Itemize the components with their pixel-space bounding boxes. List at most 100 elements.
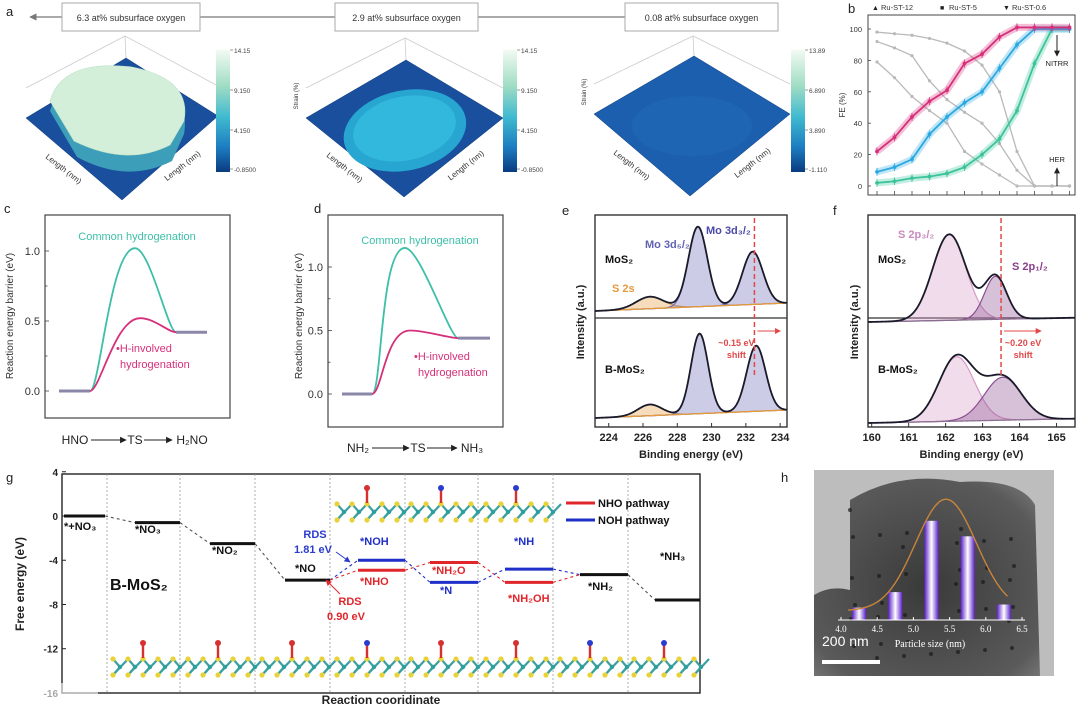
histogram-bar (996, 604, 1011, 620)
state-label: *NO (295, 563, 316, 575)
sample-label: MoS₂ (605, 254, 633, 266)
x-tick-label: 5.5 (944, 624, 956, 634)
x-tick-label: 5.0 (908, 624, 920, 634)
data-point (962, 110, 967, 114)
x-sequence-label: NH₂ (347, 441, 369, 455)
x-sequence-label: TS (127, 433, 142, 447)
data-point (892, 46, 897, 50)
sample-label: B-MoS₂ (878, 364, 918, 376)
data-point (927, 99, 932, 104)
data-point (892, 76, 897, 80)
x-axis-label: Binding energy (eV) (639, 449, 743, 461)
y-tick-label: -12 (44, 645, 59, 656)
panel-label-a: a (6, 4, 14, 19)
data-point (875, 169, 879, 174)
x-sequence-label: H₂NO (176, 433, 207, 447)
nanoparticle-dot (1012, 564, 1016, 568)
h-involved-label: •H-involved (414, 351, 470, 363)
series-her-3 (875, 60, 1072, 188)
strain-island (49, 65, 186, 156)
envelope-curve (867, 233, 1076, 323)
common-hydrogenation-label: Common hydrogenation (78, 231, 195, 243)
panel-h: h 4.0 4.5 5.0 5.5 6.0 6.5 Particle size (nm) 200… (781, 470, 1054, 676)
connection-dashed-line (329, 569, 359, 581)
panel-e: e 224 226 228 230 232 234 Binding energy (eV) In… (562, 203, 790, 461)
shift-value-label: ~0.15 eV (718, 338, 754, 348)
x-tick-label: 224 (600, 432, 619, 444)
x-tick-label: 162 (936, 432, 954, 444)
condition-box (61, 2, 201, 32)
nanoparticle-dot (954, 582, 958, 586)
data-point (1015, 168, 1019, 172)
data-point (892, 165, 897, 170)
data-point (910, 33, 914, 37)
colorbar-tick-label: -0.8500 (521, 167, 543, 174)
y-tick-label: -4 (49, 556, 58, 567)
legend-label: Ru-ST-12 (881, 3, 913, 12)
sample-label: B-MoS₂ (605, 364, 645, 376)
colorbar-tick-label: 14.15 (521, 48, 538, 55)
peak-fill (868, 234, 1075, 322)
mos2-slab-structure-icon (483, 485, 562, 523)
nanoparticle-dot (981, 580, 985, 584)
nanoparticle-dot (1009, 537, 1013, 541)
energy-curve-common (371, 247, 459, 395)
series-line (876, 28, 1070, 173)
data-point (945, 98, 949, 102)
nanoparticle-dot (848, 508, 852, 512)
x-tick-label: 228 (668, 432, 686, 444)
rds-value: 0.90 eV (327, 611, 366, 623)
peak-label: S 2s (612, 283, 635, 295)
y-tick-label: 0.5 (25, 316, 40, 328)
nanoparticle-dot (906, 640, 910, 644)
strain-island (353, 95, 456, 162)
data-point (927, 36, 932, 41)
x-sequence-label: HNO (62, 433, 89, 447)
histogram-bar (960, 536, 975, 620)
nanoparticle-dot (878, 533, 882, 537)
x-sequence-label: NH₃ (461, 441, 483, 455)
y-tick-label: 4 (52, 468, 58, 479)
nanoparticle-dot (902, 654, 906, 658)
colorbar-tick-label: 3.890 (809, 128, 826, 135)
x-tick-label: 4.5 (872, 624, 884, 634)
x-tick-label: 234 (771, 432, 790, 444)
panel-f: f 160 161 162 163 164 165 Binding energy (eV) In… (833, 203, 1076, 461)
state-label: *NH₂OH (508, 593, 550, 605)
data-point (997, 173, 1002, 177)
plot-frame (867, 214, 1076, 428)
data-point (980, 52, 984, 57)
data-point (962, 61, 967, 66)
legend-marker: ▼ (1003, 5, 1010, 12)
legend-label: NOH pathway (598, 515, 670, 527)
histogram-bar (852, 607, 867, 620)
data-point (1067, 25, 1072, 30)
scale-bar (822, 660, 880, 664)
panel-b: b ▲ Ru-ST-12 ■ Ru-ST-5 ▼ Ru-ST-0.6 0 20 40 60 80 100… (838, 1, 1076, 196)
data-point (962, 165, 967, 170)
x-tick-label: 164 (1010, 432, 1029, 444)
series-ru-st-12-nitrr (874, 23, 1072, 156)
y-tick-label: 80 (854, 56, 862, 65)
legend-label: Ru-ST-5 (949, 3, 977, 12)
x-tick-label: 6.5 (1016, 624, 1028, 634)
data-point (980, 63, 984, 67)
mos2-slab-structure-icon (408, 640, 487, 678)
data-point (875, 30, 879, 34)
envelope-curve (867, 353, 1076, 424)
data-point (997, 142, 1002, 146)
nanoparticle-dot (879, 642, 883, 646)
nanoparticle-dot (983, 648, 987, 652)
data-point (945, 88, 949, 93)
y-axis-label: Reaction energy barrier (eV) (5, 253, 16, 379)
data-point (997, 137, 1002, 141)
gaussian-fit-curve (848, 498, 1009, 611)
nanoparticle-dot (1011, 605, 1015, 609)
x-axis-label: Binding energy (eV) (920, 449, 1024, 461)
nanoparticle-dot (853, 603, 857, 607)
catalyst-label: B-MoS₂ (110, 577, 168, 594)
y-axis-label: FE (%) (838, 92, 847, 117)
